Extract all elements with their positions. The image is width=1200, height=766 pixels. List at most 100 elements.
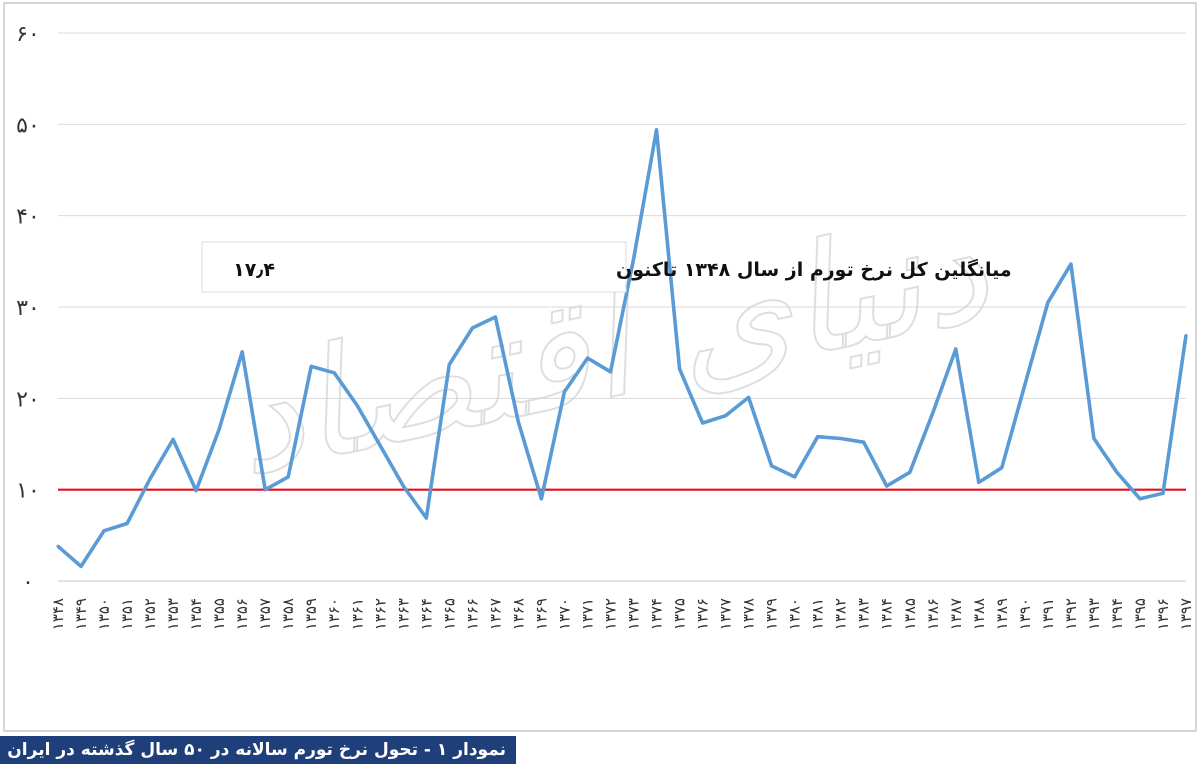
x-tick-label: ۱۳۶۲ (371, 598, 389, 630)
x-tick-label: ۱۳۹۵ (1131, 598, 1149, 630)
data-point (954, 347, 958, 351)
data-point (908, 470, 912, 474)
x-tick-label: ۱۳۶۹ (532, 598, 550, 630)
x-tick-label: ۱۳۵۹ (302, 598, 320, 630)
data-point (171, 437, 175, 441)
x-tick-label: ۱۳۶۶ (463, 598, 481, 630)
data-point (240, 350, 244, 354)
data-point (1000, 466, 1004, 470)
x-tick-label: ۱۳۷۰ (555, 598, 573, 630)
x-tick-label: ۱۳۵۳ (164, 598, 182, 630)
annotation-box (201, 241, 627, 293)
data-point (724, 414, 728, 418)
data-point (1138, 497, 1142, 501)
inflation-points (56, 128, 1188, 568)
annotation-label: میانگلین کل نرخ تورم از سال ۱۳۴۸ تاکنون (616, 258, 1012, 281)
x-tick-label: ۱۳۸۰ (786, 598, 804, 630)
y-tick-label: ۱۰ (16, 479, 40, 504)
x-tick-label: ۱۳۵۶ (233, 598, 251, 630)
chart-caption: نمودار ۱ - تحول نرخ تورم سالانه در ۵۰ سا… (0, 736, 516, 764)
x-tick-label: ۱۳۵۰ (95, 598, 113, 630)
x-tick-label: ۱۳۹۰ (1016, 598, 1034, 630)
data-point (148, 477, 152, 481)
x-tick-label: ۱۳۶۷ (486, 598, 504, 630)
average-annotation: میانگلین کل نرخ تورم از سال ۱۳۴۸ تاکنون … (201, 241, 1012, 293)
data-point (585, 356, 589, 360)
x-tick-label: ۱۳۷۳ (625, 598, 643, 630)
x-tick-label: ۱۳۸۸ (970, 598, 988, 630)
x-tick-label: ۱۳۸۹ (993, 598, 1011, 630)
data-point (470, 326, 474, 330)
data-point (931, 411, 935, 415)
data-point (493, 315, 497, 319)
x-tick-label: ۱۳۸۲ (832, 598, 850, 630)
x-tick-label: ۱۳۵۱ (118, 598, 136, 630)
data-point (770, 464, 774, 468)
data-point (309, 364, 313, 368)
data-point (793, 475, 797, 479)
x-tick-label: ۱۳۴۸ (49, 598, 67, 630)
inflation-line (56, 128, 1188, 569)
data-point (79, 564, 83, 568)
data-point (608, 370, 612, 374)
data-point (378, 444, 382, 448)
y-tick-label: ۰ (22, 570, 34, 595)
x-tick-label: ۱۳۸۶ (924, 598, 942, 630)
data-point (1069, 262, 1073, 266)
data-point (885, 484, 889, 488)
y-tick-label: ۶۰ (16, 22, 40, 47)
data-point (102, 529, 106, 533)
data-point (263, 488, 267, 492)
x-tick-label: ۱۳۷۵ (671, 598, 689, 630)
data-point (977, 480, 981, 484)
x-tick-label: ۱۳۹۲ (1062, 598, 1080, 630)
data-point (516, 420, 520, 424)
y-tick-label: ۴۰ (16, 205, 40, 230)
data-point (539, 497, 543, 501)
x-axis-ticks: ۱۳۴۸ ۱۳۴۹ ۱۳۵۰ ۱۳۵۱ ۱۳۵۲ ۱۳۵۳ ۱۳۵۴ ۱۳۵۵ ۱۳۵۶ ۱۳۵۷… (49, 598, 1195, 630)
x-tick-label: ۱۳۹۶ (1154, 598, 1172, 630)
x-tick-label: ۱۳۶۰ (325, 598, 343, 630)
y-axis-ticks: ۰ ۱۰ ۲۰ ۳۰ ۴۰ ۵۰ ۶۰ (16, 22, 40, 595)
data-point (56, 544, 60, 548)
data-point (1184, 333, 1188, 337)
y-tick-label: ۲۰ (16, 387, 40, 412)
x-tick-label: ۱۳۵۸ (279, 598, 297, 630)
x-tick-label: ۱۳۶۱ (348, 598, 366, 630)
x-tick-label: ۱۳۶۵ (440, 598, 458, 630)
data-point (1161, 491, 1165, 495)
data-point (424, 516, 428, 520)
x-tick-label: ۱۳۵۲ (141, 598, 159, 630)
x-tick-label: ۱۳۸۱ (809, 598, 827, 630)
data-point (1115, 470, 1119, 474)
data-point (816, 435, 820, 439)
data-point (194, 489, 198, 493)
x-tick-label: ۱۳۷۲ (601, 598, 619, 630)
data-point (1092, 437, 1096, 441)
data-point (125, 521, 129, 525)
data-point (355, 404, 359, 408)
data-point (747, 395, 751, 399)
x-tick-label: ۱۳۵۷ (256, 598, 274, 630)
data-point (286, 475, 290, 479)
x-tick-label: ۱۳۶۸ (509, 598, 527, 630)
data-point (562, 390, 566, 394)
data-point (839, 437, 843, 441)
x-tick-label: ۱۳۷۴ (648, 598, 666, 630)
x-tick-label: ۱۳۹۴ (1108, 598, 1126, 630)
data-point (447, 363, 451, 367)
y-tick-label: ۳۰ (16, 296, 40, 321)
x-tick-label: ۱۳۷۸ (740, 598, 758, 630)
x-tick-label: ۱۳۷۶ (694, 598, 712, 630)
data-point (632, 258, 636, 262)
x-tick-label: ۱۳۶۴ (417, 598, 435, 630)
data-point (332, 371, 336, 375)
x-tick-label: ۱۳۷۹ (763, 598, 781, 630)
x-tick-label: ۱۳۶۳ (394, 598, 412, 630)
data-point (1046, 300, 1050, 304)
x-tick-label: ۱۳۵۴ (187, 598, 205, 630)
x-tick-label: ۱۳۹۳ (1085, 598, 1103, 630)
y-tick-label: ۵۰ (16, 113, 40, 138)
data-point (678, 367, 682, 371)
